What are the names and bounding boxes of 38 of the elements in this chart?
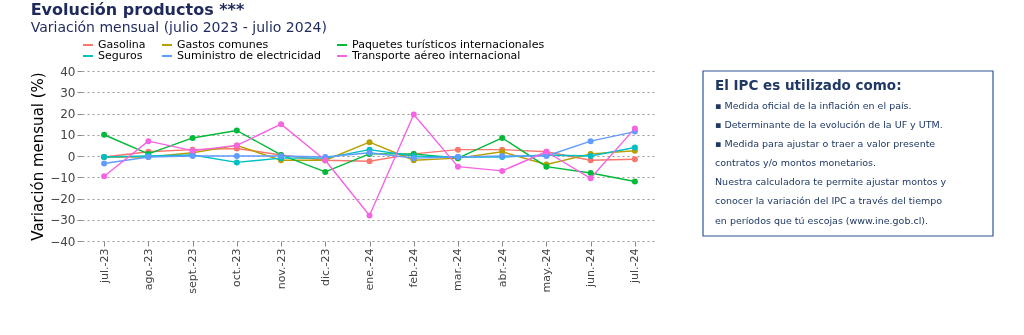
x-tick-label: nov.-23 bbox=[274, 248, 288, 290]
chart-title: Evolución productos *** bbox=[30, 0, 245, 19]
x-tick-label: oct.-23 bbox=[230, 248, 244, 288]
x-tick-label: ago.-23 bbox=[141, 248, 155, 291]
y-tick-label: −10 bbox=[50, 170, 76, 185]
y-tick-label: 10 bbox=[60, 128, 76, 143]
legend-label: Gastos comunes bbox=[177, 38, 269, 51]
text: ▪ Medida para ajustar o traer a valor presente bbox=[715, 137, 936, 149]
y-tick-label: −40 bbox=[50, 234, 76, 249]
x-tick-label: sept.-23 bbox=[186, 248, 200, 294]
x-tick-label: jul.-23 bbox=[97, 248, 111, 285]
legend-label: Suministro de electricidad bbox=[177, 49, 321, 62]
x-tick-label: abr.-24 bbox=[495, 248, 509, 288]
text: contratos y/o montos monetarios. bbox=[715, 157, 877, 169]
x-tick-label: mar.-24 bbox=[451, 248, 465, 291]
y-tick-label: −20 bbox=[50, 192, 76, 206]
x-tick-label: jul.-24 bbox=[628, 248, 642, 285]
legend-label: Gasolina bbox=[98, 38, 146, 51]
x-tick-label: dic.-23 bbox=[318, 248, 332, 287]
x-tick-label: may.-24 bbox=[539, 248, 553, 293]
y-tick-label: 0 bbox=[67, 149, 76, 164]
y-axis-title: Variación mensual (%) bbox=[29, 72, 48, 241]
legend-label: Paquetes turísticos internacionales bbox=[352, 38, 545, 51]
y-tick-label: 20 bbox=[60, 107, 76, 121]
text: en períodos que tú escojas (www.ine.gob.cl). bbox=[715, 214, 929, 226]
x-tick-label: jun.-24 bbox=[584, 248, 598, 288]
y-tick-label: 30 bbox=[60, 85, 76, 100]
text: ▪ Determinante de la evolución de la UF y UTM. bbox=[715, 118, 943, 130]
x-tick-label: ene.-24 bbox=[363, 248, 376, 291]
chart-subtitle: Variación mensual (julio 2023 - julio 2024) bbox=[30, 19, 327, 35]
text: ▪ Medida oficial de la inflación en el país. bbox=[715, 99, 912, 111]
text: conocer la variación del IPC a través del tiempo bbox=[715, 195, 943, 207]
legend-label: Seguros bbox=[98, 49, 143, 62]
y-tick-label: 40 bbox=[60, 64, 76, 79]
text: Nuestra calculadora te permite ajustar montos y bbox=[715, 176, 947, 188]
y-tick-label: −30 bbox=[50, 213, 76, 228]
text: El IPC es utilizado como: bbox=[715, 77, 902, 94]
x-tick-label: feb.-24 bbox=[407, 248, 421, 288]
